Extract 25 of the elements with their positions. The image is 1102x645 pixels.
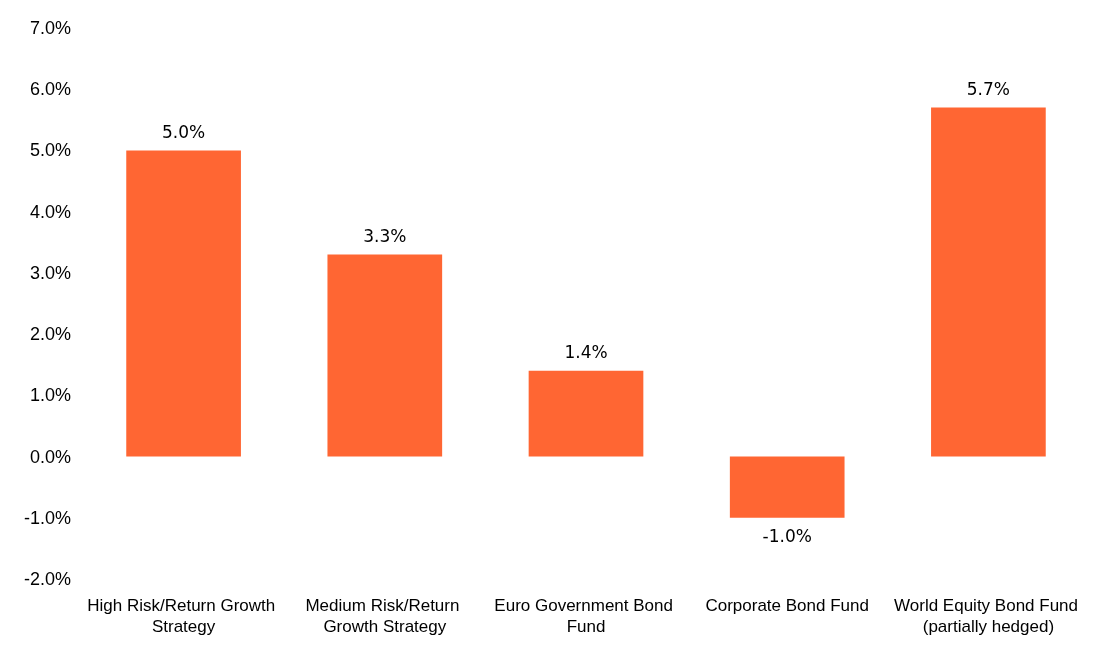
y-tick-label: 4.0%: [29, 201, 71, 222]
data-label: 5.7%: [966, 79, 1010, 100]
x-tick-label: Euro Government Bond Fund: [494, 596, 678, 636]
data-label: 1.4%: [564, 342, 608, 363]
y-tick-label: 1.0%: [29, 385, 71, 406]
y-tick-label: 5.0%: [29, 140, 71, 161]
y-tick-label: 0.0%: [29, 446, 71, 467]
x-tick-label: Medium Risk/Return Growth Strategy: [305, 596, 465, 636]
y-tick-label: -1.0%: [23, 507, 71, 528]
data-label: -1.0%: [762, 526, 812, 547]
bar: [126, 150, 241, 457]
x-tick-label: World Equity Bond Fund (partially hedged): [894, 596, 1083, 636]
y-tick-label: 7.0%: [29, 18, 71, 38]
data-label: 5.0%: [162, 121, 206, 142]
x-tick-label: Corporate Bond Fund: [705, 596, 869, 615]
bar: [729, 456, 845, 518]
y-tick-label: 6.0%: [29, 79, 71, 100]
bar: [327, 254, 443, 457]
y-tick-label: -2.0%: [23, 569, 71, 589]
y-tick-label: 2.0%: [29, 324, 71, 345]
bar: [931, 107, 1046, 457]
x-tick-label: High Risk/Return Growth Strategy: [87, 596, 280, 636]
y-tick-label: 3.0%: [29, 262, 71, 283]
data-label: 3.3%: [363, 226, 407, 247]
bar: [528, 370, 644, 457]
